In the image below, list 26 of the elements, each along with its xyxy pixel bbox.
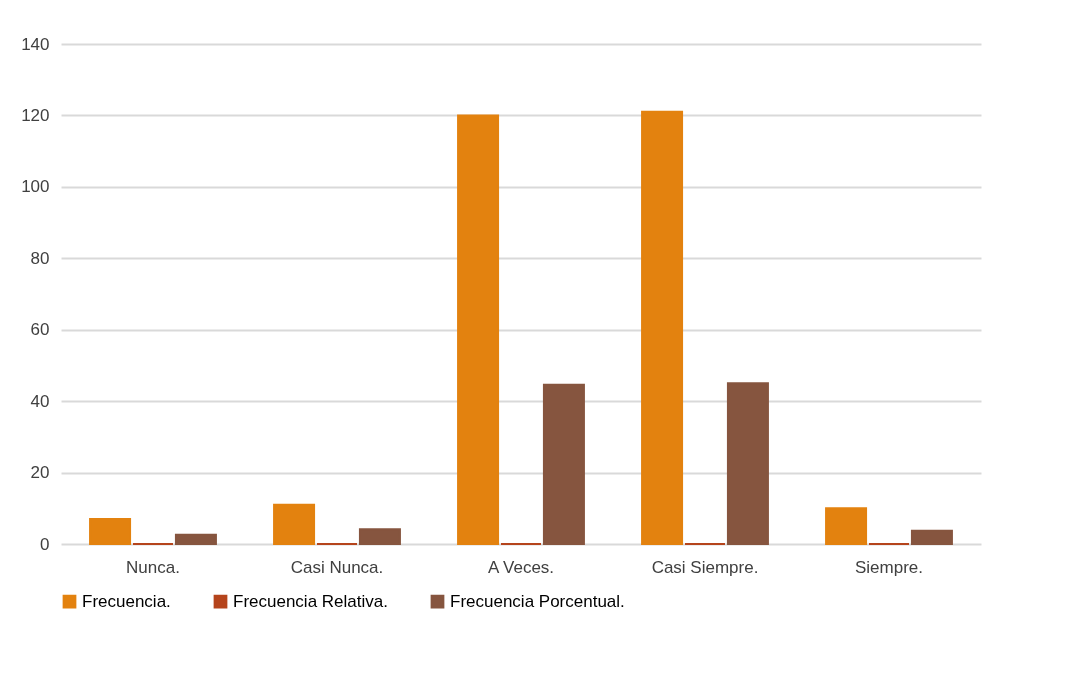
bar xyxy=(641,110,684,545)
legend-label: Frecuencia Relativa. xyxy=(233,591,388,611)
bar xyxy=(273,503,316,545)
bar xyxy=(542,383,585,545)
x-tick-label: A Veces. xyxy=(487,557,555,577)
y-tick-label: 60 xyxy=(30,320,50,340)
legend-label: Frecuencia. xyxy=(82,591,171,611)
bar xyxy=(825,507,868,545)
x-tick-label: Casi Siempre. xyxy=(651,557,759,577)
x-tick-label: Casi Nunca. xyxy=(290,557,384,577)
y-tick-label: 100 xyxy=(21,177,50,197)
bar xyxy=(89,518,132,545)
y-tick-label: 120 xyxy=(21,105,50,125)
y-tick-label: 20 xyxy=(30,463,50,483)
y-tick-label: 40 xyxy=(30,391,50,411)
bar xyxy=(726,382,769,545)
y-tick-label: 80 xyxy=(30,248,50,268)
bar xyxy=(174,533,217,545)
x-tick-label: Nunca. xyxy=(126,557,180,577)
y-tick-label: 140 xyxy=(21,34,50,54)
legend-label: Frecuencia Porcentual. xyxy=(450,591,625,611)
bar xyxy=(910,529,953,545)
y-tick-label: 0 xyxy=(40,534,50,554)
x-tick-label: Siempre. xyxy=(854,557,924,577)
bar xyxy=(358,528,401,545)
bar xyxy=(457,114,500,545)
